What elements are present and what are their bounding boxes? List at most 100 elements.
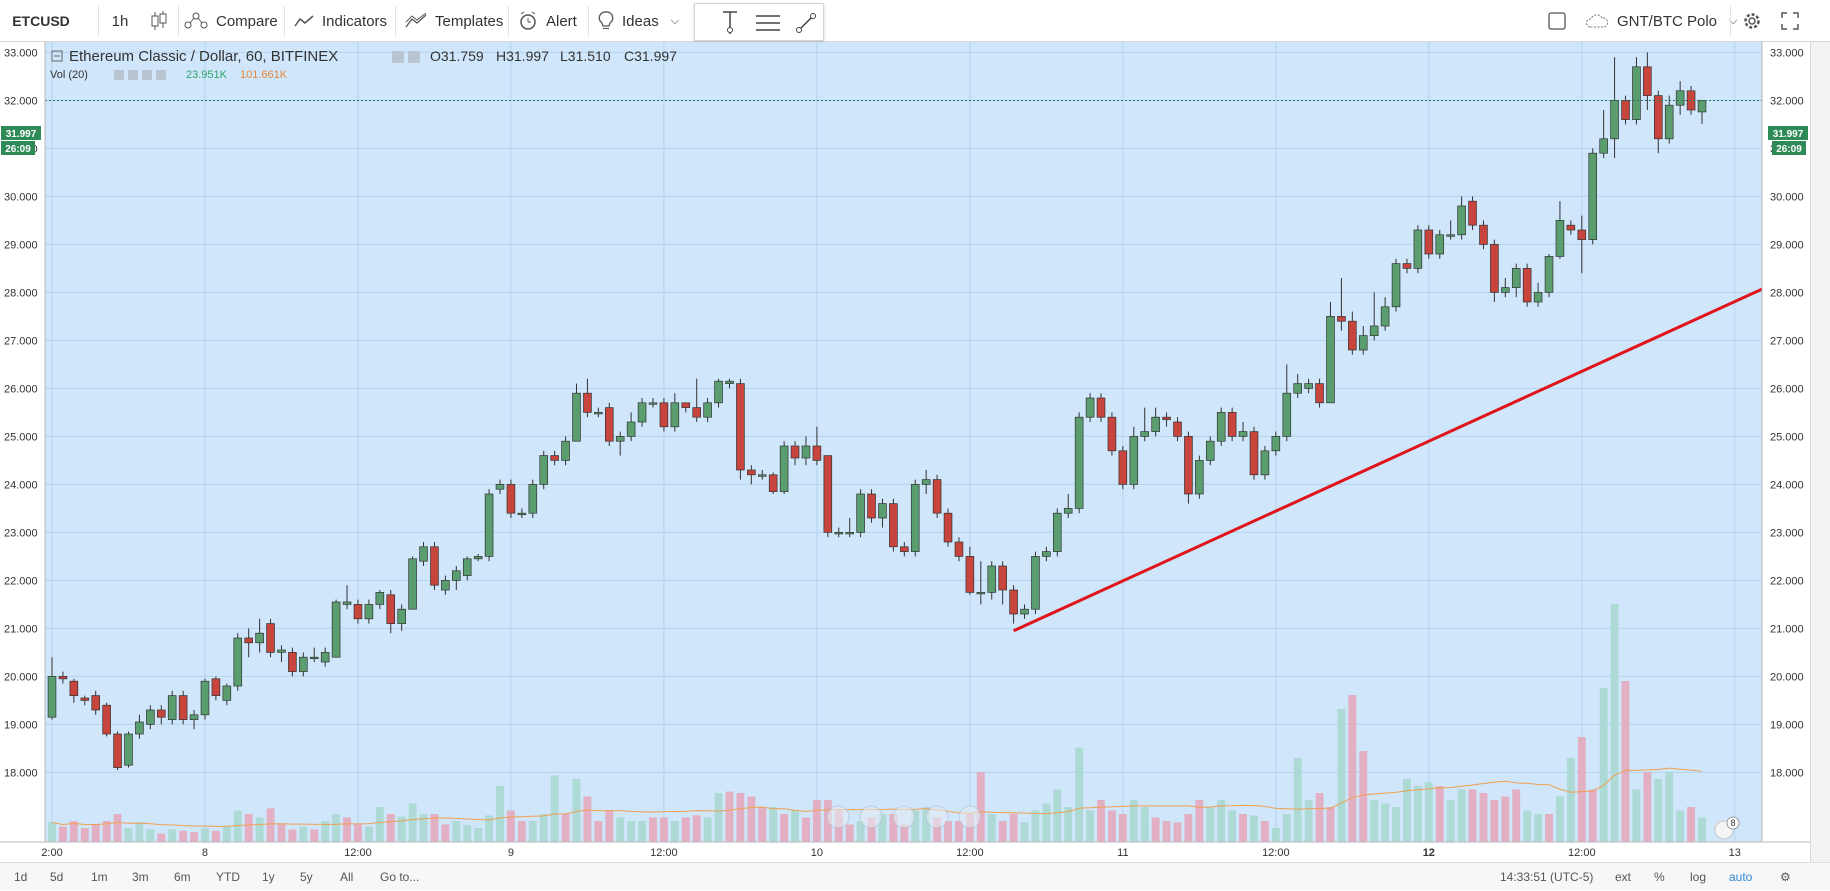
goto-button[interactable]: Go to... — [380, 870, 420, 884]
scroll-left-icon[interactable] — [826, 805, 850, 829]
candle-body — [1533, 292, 1543, 303]
notification-badge[interactable]: 8 — [1714, 816, 1740, 840]
candle-body — [342, 601, 352, 605]
cloud-icon — [1585, 13, 1609, 29]
scroll-controls[interactable] — [826, 805, 982, 829]
range-6m[interactable]: 6m — [174, 870, 191, 884]
volume-bar — [1534, 814, 1543, 842]
volume-bar — [1337, 709, 1346, 842]
x-tick-label: 11 — [1117, 847, 1128, 859]
range-1y[interactable]: 1y — [262, 870, 275, 884]
x-tick-label: 12:00 — [1568, 847, 1596, 859]
y-tick-label: 18.000 — [4, 767, 38, 779]
time-axis[interactable]: 2:00812:00912:001012:001112:001212:00131… — [0, 841, 1830, 862]
candle-body — [1260, 450, 1270, 476]
volume-bar — [1042, 803, 1051, 842]
reset-icon[interactable] — [892, 805, 916, 829]
templates-button[interactable]: Templates — [405, 0, 503, 42]
chevron-down-icon[interactable]: ⌵ — [1729, 14, 1738, 27]
chart-area[interactable]: 33.00032.00031.00030.00029.00028.00027.0… — [0, 42, 1830, 862]
volume-bar — [845, 824, 854, 842]
zoom-out-icon[interactable] — [859, 805, 883, 829]
log-toggle[interactable]: log — [1690, 870, 1707, 884]
ideas-button[interactable]: Ideas ⌵ — [598, 0, 679, 42]
fullscreen-box-icon[interactable] — [1546, 0, 1568, 42]
candle-body — [1577, 229, 1587, 240]
volume-bar — [1654, 779, 1663, 842]
chart-style-button[interactable] — [145, 0, 173, 42]
candle-body — [484, 493, 494, 557]
legend-settings-icons[interactable] — [392, 51, 420, 63]
volume-bar — [1173, 822, 1182, 842]
candle-body — [1326, 316, 1335, 404]
grid — [45, 42, 1762, 842]
y-tick-label: 21.000 — [1770, 623, 1804, 635]
settings-gear-icon[interactable]: ⚙ — [1780, 870, 1791, 884]
collapse-legend-icon[interactable] — [51, 50, 63, 62]
layout-button[interactable]: GNT/BTC Polo ⌵ — [1585, 0, 1737, 42]
interval-button[interactable]: 1h — [111, 12, 129, 30]
volume-bar — [1446, 800, 1455, 842]
trend-line-tool-icon[interactable] — [791, 8, 821, 38]
candle-body — [233, 637, 243, 687]
horizontal-lines-tool-icon[interactable] — [753, 8, 783, 38]
range-all[interactable]: All — [340, 870, 354, 884]
symbol-search[interactable]: ETCUSD — [12, 13, 70, 29]
zoom-in-icon[interactable] — [925, 805, 949, 829]
left-price-axis[interactable]: 33.00032.00031.00030.00029.00028.00027.0… — [0, 42, 46, 842]
range-5y[interactable]: 5y — [300, 870, 313, 884]
chart-svg[interactable]: 33.00032.00031.00030.00029.00028.00027.0… — [0, 42, 1830, 862]
volume-bar — [1556, 796, 1564, 842]
volume-legend-icons[interactable] — [114, 70, 166, 80]
candle-body — [1358, 335, 1368, 351]
candle-body — [626, 421, 636, 437]
candle-body — [1118, 450, 1128, 485]
range-ytd[interactable]: YTD — [216, 870, 240, 884]
range-1d[interactable]: 1d — [14, 870, 28, 884]
indicators-button[interactable]: Indicators — [294, 0, 387, 42]
ext-toggle[interactable]: ext — [1615, 870, 1632, 884]
price-badges: 31.997 26:09 31.997 26:09 — [1, 126, 1808, 155]
candle-body — [1643, 66, 1652, 96]
right-price-axis[interactable]: 33.00032.00031.00030.00029.00028.00027.0… — [1761, 42, 1810, 842]
legend-close: C31.997 — [624, 48, 677, 64]
volume-bar — [1577, 737, 1586, 842]
legend-high: H31.997 — [496, 48, 549, 64]
clock-time[interactable]: 14:33:51 (UTC-5) — [1500, 870, 1594, 884]
alert-button[interactable]: Alert — [518, 0, 577, 42]
y-tick-label: 19.000 — [1770, 719, 1804, 731]
right-panel-strip[interactable] — [1810, 42, 1830, 862]
fullscreen-icon[interactable] — [1778, 0, 1802, 42]
candle-body — [1654, 95, 1663, 140]
layout-label: GNT/BTC Polo — [1617, 12, 1718, 30]
percent-toggle[interactable]: % — [1654, 870, 1665, 884]
cross-line-tool-icon[interactable] — [715, 8, 745, 38]
auto-toggle[interactable]: auto — [1729, 870, 1753, 884]
x-tick-label: 2:00 — [41, 847, 62, 859]
candle-body — [462, 558, 472, 576]
volume-bar — [1239, 814, 1247, 842]
candle-body — [495, 484, 505, 490]
y-tick-label: 23.000 — [4, 527, 38, 539]
settings-gear-icon[interactable] — [1740, 0, 1764, 42]
scroll-right-icon[interactable] — [958, 805, 982, 829]
range-5d[interactable]: 5d — [50, 870, 64, 884]
range-3m[interactable]: 3m — [132, 870, 149, 884]
candle-body — [58, 676, 68, 680]
volume-bar — [528, 821, 537, 842]
x-tick-label: 9 — [508, 847, 514, 859]
candle-body — [200, 680, 210, 716]
candle-body — [299, 656, 308, 672]
candle-body — [768, 474, 778, 492]
compare-button[interactable]: Compare — [184, 0, 278, 42]
volume-bar — [1545, 814, 1553, 842]
x-tick-label: 12 — [1423, 847, 1435, 859]
divider — [588, 6, 589, 36]
volume-bar — [1621, 681, 1630, 842]
volume-bar — [561, 814, 570, 842]
candle-body — [1304, 383, 1313, 389]
chevron-down-icon[interactable]: ⌵ — [670, 14, 680, 27]
volume-value: 23.951K — [186, 69, 228, 81]
divider — [395, 6, 396, 36]
range-1m[interactable]: 1m — [91, 870, 108, 884]
